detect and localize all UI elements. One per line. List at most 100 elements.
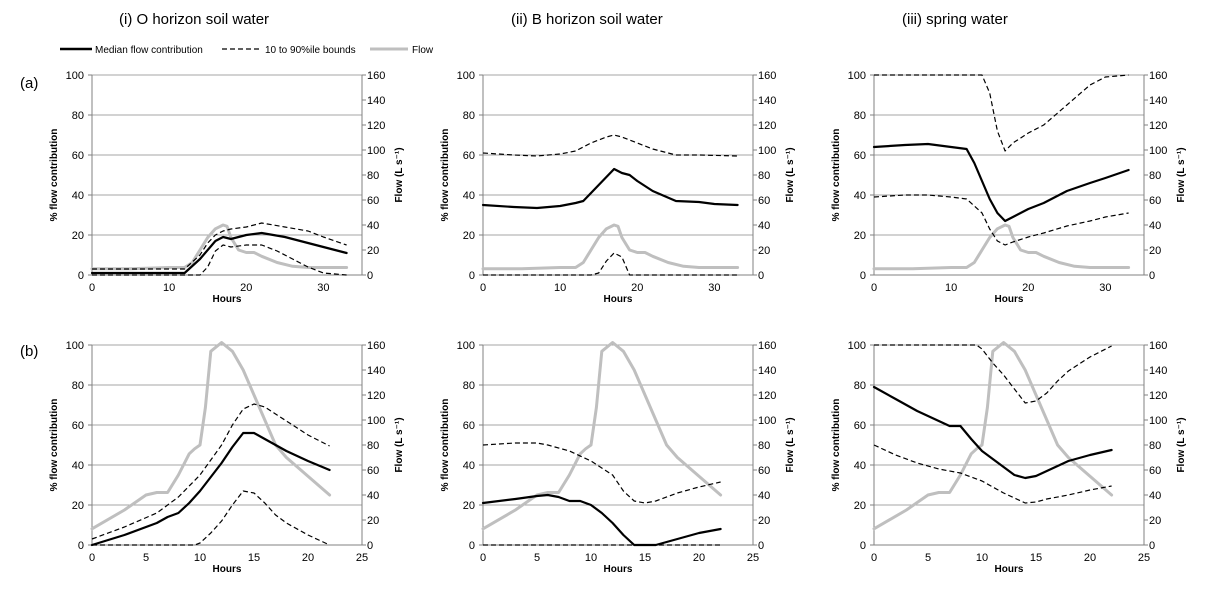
- series-median: [872, 142, 1130, 223]
- y2-tick-label: 120: [367, 390, 385, 402]
- x-tick-label: 5: [925, 552, 931, 564]
- panel-a-ii: 0 20 40 60 80 100 0 20 40 60 80 100 120 140 160 0 10 20 30…: [440, 70, 796, 305]
- y2-tick-label: 120: [758, 120, 776, 132]
- y2-tick-label: 160: [758, 340, 776, 352]
- panel-b-iii: 0 20 40 60 80 100 0 20 40 60 80 100 120 140 160 0 5 10 15 2…: [831, 340, 1187, 575]
- y-tick-label: 0: [78, 270, 84, 282]
- y2-tick-label: 120: [758, 390, 776, 402]
- y-tick-label: 100: [457, 340, 475, 352]
- y-tick-label: 100: [457, 70, 475, 82]
- x-tick-label: 0: [871, 552, 877, 564]
- x-tick-label: 0: [871, 282, 877, 294]
- x-tick-label: 20: [1022, 282, 1034, 294]
- x-tick-label: 25: [356, 552, 368, 564]
- x-axis-title: Hours: [213, 564, 242, 575]
- y2-tick-label: 20: [367, 245, 379, 257]
- legend-bounds-label: 10 to 90%ile bounds: [265, 45, 356, 56]
- y-axis-title: % flow contribution: [49, 129, 60, 222]
- y2-tick-label: 160: [1149, 70, 1167, 82]
- y-tick-label: 40: [72, 460, 84, 472]
- series-median: [90, 231, 348, 275]
- x-tick-label: 20: [631, 282, 643, 294]
- column-titles: (i) O horizon soil water (ii) B horizon …: [119, 11, 1008, 28]
- y2-tick-label: 0: [1149, 270, 1155, 282]
- y-tick-label: 80: [72, 110, 84, 122]
- y2-tick-label: 20: [1149, 245, 1161, 257]
- y-tick-label: 60: [72, 420, 84, 432]
- y-axis-title: % flow contribution: [49, 399, 60, 492]
- y-axis-title: % flow contribution: [831, 129, 842, 222]
- y2-tick-label: 100: [1149, 145, 1167, 157]
- y2-tick-label: 40: [367, 490, 379, 502]
- y-tick-label: 0: [469, 540, 475, 552]
- y2-tick-label: 100: [758, 145, 776, 157]
- x-tick-label: 20: [693, 552, 705, 564]
- y2-tick-label: 140: [367, 365, 385, 377]
- legend-median-label: Median flow contribution: [95, 45, 203, 56]
- series-flow: [872, 223, 1131, 271]
- y-tick-label: 100: [848, 340, 866, 352]
- x-tick-label: 15: [1030, 552, 1042, 564]
- y2-tick-label: 120: [1149, 390, 1167, 402]
- row-label-b: (b): [20, 343, 38, 360]
- y-tick-label: 100: [66, 70, 84, 82]
- panel-b-ii: 0 20 40 60 80 100 0 20 40 60 80 100 120 140 160 0 5 10 15 2…: [440, 340, 796, 575]
- y-tick-label: 80: [854, 380, 866, 392]
- y-tick-label: 20: [72, 500, 84, 512]
- series-bounds: [92, 490, 330, 546]
- series-bounds: [874, 344, 1112, 404]
- y-tick-label: 80: [72, 380, 84, 392]
- series-bounds: [874, 74, 1129, 152]
- legend: Median flow contribution 10 to 90%ile bo…: [60, 45, 434, 56]
- series-flow: [481, 341, 723, 531]
- y-tick-label: 20: [463, 500, 475, 512]
- panel-b-i: 0 20 40 60 80 100 0 20 40 60 80 100 120 140 160 0 5 10 15 2…: [49, 340, 405, 575]
- series-bounds: [92, 222, 347, 270]
- y-axis-title: % flow contribution: [440, 399, 451, 492]
- x-tick-label: 0: [89, 552, 95, 564]
- y2-tick-label: 160: [1149, 340, 1167, 352]
- y-tick-label: 40: [72, 190, 84, 202]
- y2-tick-label: 40: [367, 220, 379, 232]
- series-median: [481, 493, 722, 547]
- panel-a-iii: 0 20 40 60 80 100 0 20 40 60 80 100 120 140 160 0 10 20 30…: [831, 70, 1187, 305]
- y2-tick-label: 40: [1149, 220, 1161, 232]
- y-tick-label: 20: [72, 230, 84, 242]
- series-bounds: [482, 442, 721, 504]
- x-tick-label: 0: [480, 552, 486, 564]
- legend-flow-label: Flow: [412, 45, 434, 56]
- y-axis-title: % flow contribution: [831, 399, 842, 492]
- x-tick-label: 20: [302, 552, 314, 564]
- row-label-a: (a): [20, 75, 38, 92]
- y2-tick-label: 20: [758, 245, 770, 257]
- y2-tick-label: 140: [367, 95, 385, 107]
- y2-tick-label: 120: [1149, 120, 1167, 132]
- y2-tick-label: 140: [1149, 95, 1167, 107]
- y2-tick-label: 60: [758, 195, 770, 207]
- y-tick-label: 0: [860, 270, 866, 282]
- x-tick-label: 0: [480, 282, 486, 294]
- x-axis-title: Hours: [995, 294, 1024, 305]
- x-tick-label: 15: [248, 552, 260, 564]
- y-tick-label: 0: [860, 540, 866, 552]
- y-tick-label: 60: [463, 420, 475, 432]
- column-title-b-horizon: (ii) B horizon soil water: [511, 11, 663, 28]
- y-axis-title: % flow contribution: [440, 129, 451, 222]
- y2-axis-title: Flow (L s⁻¹): [785, 147, 796, 202]
- series-flow: [90, 223, 349, 271]
- x-tick-label: 15: [639, 552, 651, 564]
- y2-tick-label: 80: [367, 440, 379, 452]
- y2-tick-label: 0: [367, 270, 373, 282]
- series-bounds: [92, 244, 347, 276]
- y-tick-label: 100: [66, 340, 84, 352]
- series-median: [481, 167, 739, 210]
- x-axis-title: Hours: [213, 294, 242, 305]
- series-bounds: [873, 194, 1129, 246]
- y2-tick-label: 80: [758, 440, 770, 452]
- y-tick-label: 20: [463, 230, 475, 242]
- y2-tick-label: 160: [367, 70, 385, 82]
- y-tick-label: 60: [854, 150, 866, 162]
- series-bounds: [483, 252, 738, 276]
- series-bounds: [873, 444, 1112, 504]
